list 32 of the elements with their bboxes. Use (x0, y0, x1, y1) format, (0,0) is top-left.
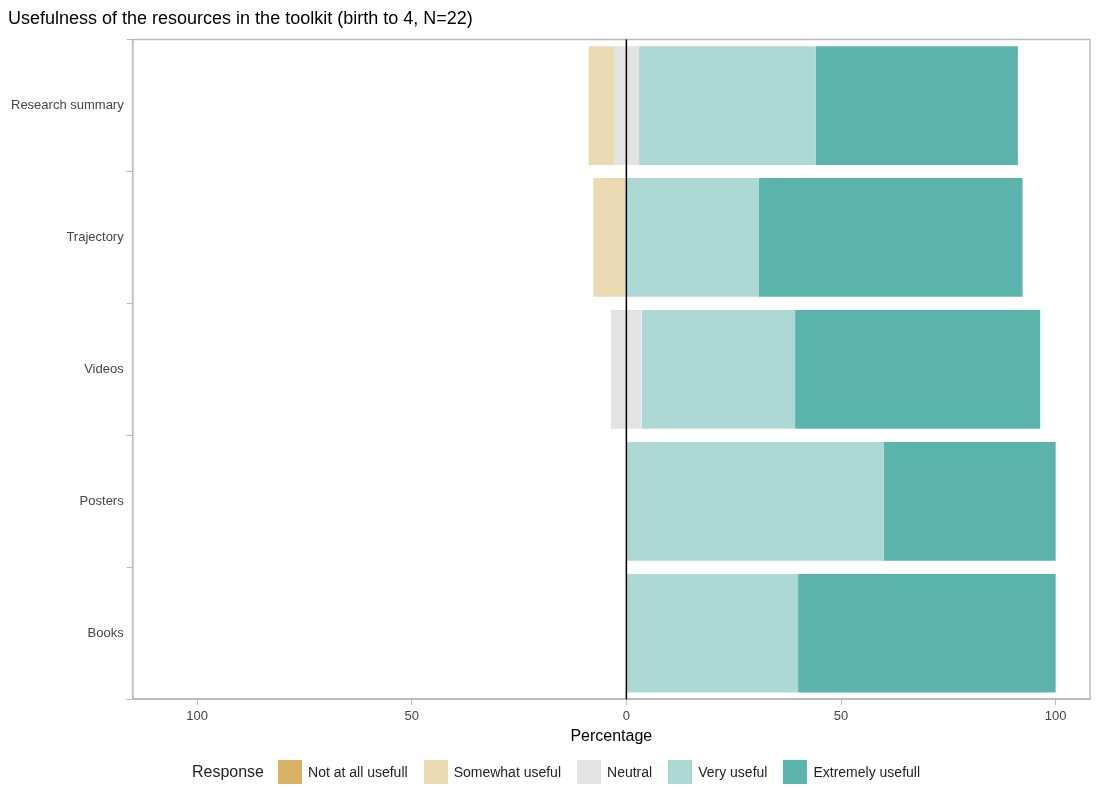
bar (795, 310, 1041, 429)
bar (593, 178, 626, 297)
y-tick-label: Trajectory (66, 229, 125, 245)
x-tick-label: 50 (404, 707, 419, 723)
legend-label: Very useful (698, 764, 768, 780)
bar (641, 310, 796, 429)
y-tick-label: Videos (84, 360, 125, 376)
legend-label: Somewhat useful (453, 764, 562, 780)
bar (610, 310, 642, 429)
x-tick-label: 0 (622, 707, 630, 723)
y-tick-label: Research summary (10, 97, 125, 113)
bar (883, 441, 1056, 561)
legend-label: Not at all usefull (308, 764, 408, 780)
bar (638, 46, 816, 165)
bar (758, 178, 1023, 297)
legend-label: Extremely usefull (813, 764, 921, 780)
legend-title: Response (191, 763, 265, 781)
bar (626, 441, 884, 561)
chart-title: Usefulness of the resources in the toolkit (birth to 4, N=22) (8, 7, 473, 28)
legend-label: Neutral (607, 764, 653, 780)
bar (798, 573, 1056, 693)
x-tick-label: 100 (186, 707, 208, 723)
y-tick-label: Books (87, 624, 125, 640)
x-axis-title: Percentage (570, 726, 653, 744)
bar (626, 178, 759, 297)
bar (626, 573, 799, 693)
bar (613, 46, 640, 165)
bar (815, 46, 1018, 165)
y-tick-label: Posters (79, 492, 125, 508)
bar (588, 46, 614, 165)
x-tick-label: 100 (1044, 707, 1067, 723)
x-tick-label: 50 (833, 707, 849, 723)
